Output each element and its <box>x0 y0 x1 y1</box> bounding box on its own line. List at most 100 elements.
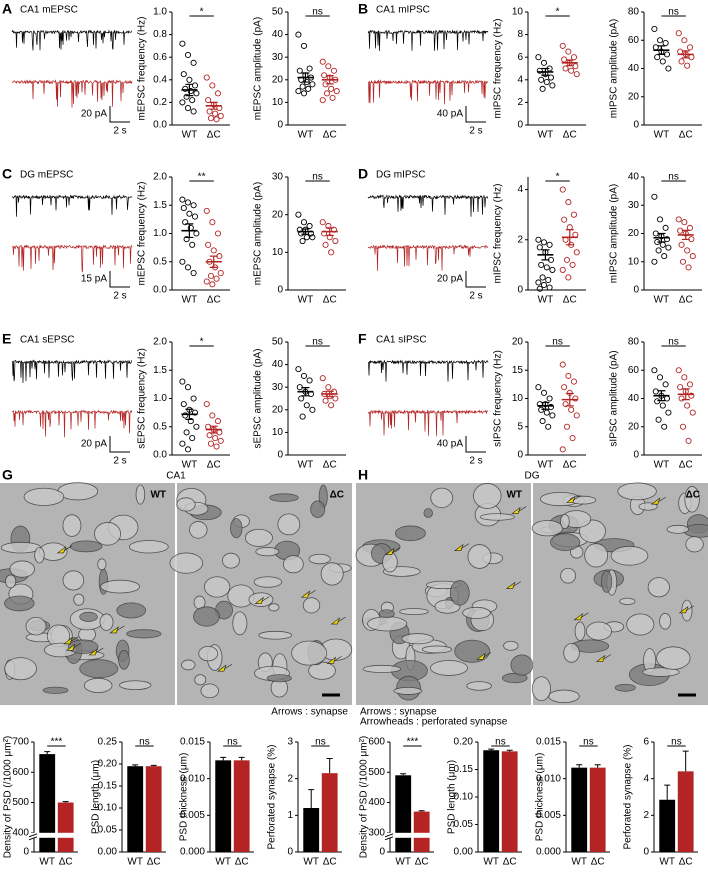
micrograph-texture <box>685 536 704 553</box>
y-tick-label: 0.005 <box>180 810 205 821</box>
bar <box>483 750 500 852</box>
data-point <box>689 409 696 416</box>
error-bar <box>44 751 51 755</box>
data-point <box>684 62 691 69</box>
sem-bar <box>541 67 550 76</box>
data-point <box>214 418 222 425</box>
data-point <box>309 234 316 241</box>
data-point <box>538 261 545 268</box>
scale-y-label: 20 pA <box>81 109 107 120</box>
micrograph-texture <box>135 484 146 505</box>
significance: ** <box>198 172 206 183</box>
x-tick-label: ΔC <box>207 130 221 141</box>
sem-bar <box>301 228 310 235</box>
micrograph-texture <box>291 640 328 666</box>
y-axis-label: Density of PSD (/1000 μm²) <box>359 736 370 858</box>
data-point <box>543 264 550 271</box>
y-axis-label: mIPSC frequency (Hz) <box>493 18 504 118</box>
data-point <box>209 219 216 226</box>
x-tick-label: ΔC <box>207 295 221 306</box>
y-tick-label: 0.8 <box>153 29 167 40</box>
trace <box>367 194 489 217</box>
x-tick-label: WT <box>182 295 198 306</box>
x-tick-label: ΔC <box>323 857 337 868</box>
trace-label: CA1 sEPSC <box>20 335 74 346</box>
micrograph-texture <box>550 533 581 551</box>
data-point <box>678 58 685 65</box>
data-point <box>180 401 187 408</box>
synapse-arrow <box>476 652 492 660</box>
x-tick-label: WT <box>538 460 554 471</box>
scale-y-label: 15 pA <box>81 274 107 285</box>
data-point <box>179 196 186 203</box>
y-tick-label: 0.015 <box>536 737 561 748</box>
micrograph-texture <box>614 683 636 692</box>
micrograph-texture <box>176 497 196 512</box>
micrograph-texture <box>367 616 408 632</box>
data-point <box>187 88 194 95</box>
micrograph-texture <box>320 562 344 586</box>
sem-bar <box>565 392 574 407</box>
bar <box>395 775 412 852</box>
significance: ns <box>312 337 323 348</box>
scale-bar <box>465 436 486 453</box>
x-tick-label: ΔC <box>679 857 693 868</box>
data-point <box>203 207 210 214</box>
data-point <box>183 93 190 100</box>
micrograph-texture <box>308 553 331 565</box>
y-tick-label: 20 <box>272 209 284 220</box>
micrograph-texture <box>79 659 119 679</box>
micrograph-texture <box>230 518 243 539</box>
scale-bar <box>109 271 130 288</box>
y-tick-label: 60 <box>628 365 640 376</box>
data-point <box>562 401 569 408</box>
y-axis-label: sIPSC frequency (Hz) <box>493 350 504 447</box>
y-tick-label: 40 <box>272 359 284 370</box>
synapse-arrow <box>678 605 694 614</box>
axis-break-mark <box>28 833 38 841</box>
y-tick-label: 0.20 <box>454 737 474 748</box>
scale-x-label: 2 s <box>469 126 482 137</box>
x-tick-label: WT <box>298 460 314 471</box>
x-tick-label: ΔC <box>679 295 693 306</box>
y-tick-label: 40 <box>628 393 640 404</box>
y-tick-label: 20 <box>628 91 640 102</box>
micrograph-texture <box>9 560 35 578</box>
micrograph-texture <box>642 667 680 677</box>
x-tick-label: WT <box>659 857 675 868</box>
data-point <box>212 434 219 442</box>
sem-bar <box>657 45 666 55</box>
panel-letter: H <box>358 467 368 483</box>
data-point <box>205 97 212 104</box>
y-tick-label: 20 <box>628 228 640 239</box>
micrograph-texture <box>449 580 470 606</box>
data-point <box>655 247 662 254</box>
trace <box>367 359 489 382</box>
micrograph-texture <box>126 629 162 639</box>
y-tick-label: 600 <box>12 767 29 778</box>
micrograph-texture <box>617 482 657 501</box>
y-tick-label: 0 <box>379 847 385 858</box>
data-point <box>184 51 192 58</box>
x-tick-label: ΔC <box>207 460 221 471</box>
micrograph-texture <box>116 602 146 619</box>
y-tick-label: 2 <box>517 234 523 245</box>
scale-y-label: 20 pA <box>81 439 107 450</box>
y-tick-label: 500 <box>368 767 385 778</box>
data-point <box>568 67 575 74</box>
micrograph-texture <box>503 640 519 651</box>
data-point <box>559 266 566 273</box>
sem-bar <box>185 83 194 97</box>
y-tick-label: 1.0 <box>153 393 167 404</box>
y-tick-label: 2 <box>643 810 649 821</box>
data-point <box>565 199 572 206</box>
x-tick-label: ΔC <box>679 130 693 141</box>
significance: * <box>200 7 204 18</box>
sem-bar <box>325 75 334 85</box>
data-point <box>662 40 669 47</box>
data-point <box>540 281 548 289</box>
micrograph-note: Arrowheads : perforated synapse <box>360 717 508 728</box>
data-point <box>184 446 192 453</box>
micrograph-texture <box>563 643 580 663</box>
micrograph-note: Arrows : synapse <box>360 707 437 718</box>
